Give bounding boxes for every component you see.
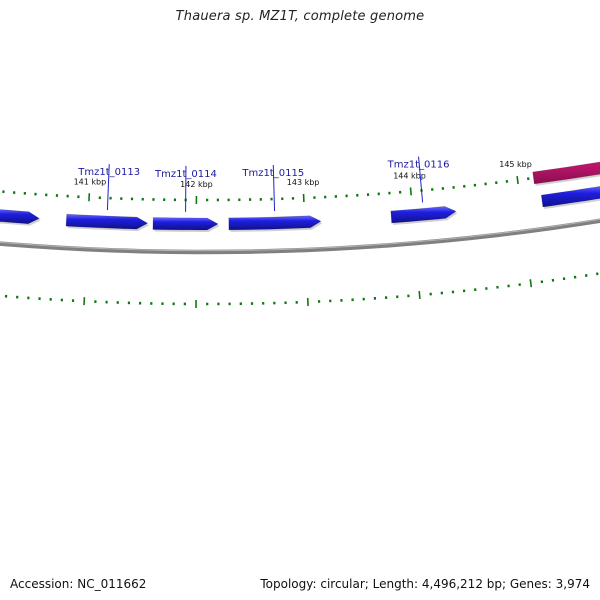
gene-tmz1t_0118 — [532, 161, 600, 185]
major-tick — [409, 187, 412, 196]
genome-title: Thauera sp. MZ1T, complete genome — [175, 9, 425, 24]
tick-label: 144 kbp — [393, 171, 426, 180]
gene-tmz1t_0115 — [228, 215, 322, 231]
major-tick — [516, 175, 519, 185]
gene-label-tmz1t_0113[interactable]: Tmz1t_0113 — [77, 167, 140, 178]
gene-tmz1t_0116 — [390, 206, 457, 224]
leader-line — [272, 165, 276, 212]
gene-layer — [0, 161, 600, 232]
major-tick — [418, 290, 421, 300]
backbone-highlight — [0, 218, 600, 252]
gene-blue-1 — [0, 209, 40, 225]
gene-label-tmz1t_0116[interactable]: Tmz1t_0116 — [387, 160, 450, 171]
gene-tmz1t_0113 — [65, 213, 149, 230]
tick-label: 143 kbp — [287, 178, 320, 187]
tick-label: 141 kbp — [74, 177, 107, 186]
leader-line — [106, 164, 110, 211]
backbone-arc — [0, 218, 600, 255]
accession-text: Accession: NC_011662 — [10, 577, 147, 591]
tick-layer — [2, 167, 599, 308]
tick-label: 145 kbp — [499, 160, 532, 169]
leader-line — [418, 156, 424, 203]
backbone-layer — [0, 218, 600, 255]
gene-blue-6 — [540, 186, 600, 208]
gene-label-tmz1t_0114[interactable]: Tmz1t_0114 — [154, 169, 217, 180]
gene-tmz1t_0114 — [152, 217, 219, 231]
genome-summary-text: Topology: circular; Length: 4,496,212 bp… — [260, 577, 590, 591]
tick-label: 142 kbp — [180, 180, 213, 189]
gene-label-tmz1t_0115[interactable]: Tmz1t_0115 — [241, 168, 304, 179]
major-tick — [529, 279, 533, 288]
